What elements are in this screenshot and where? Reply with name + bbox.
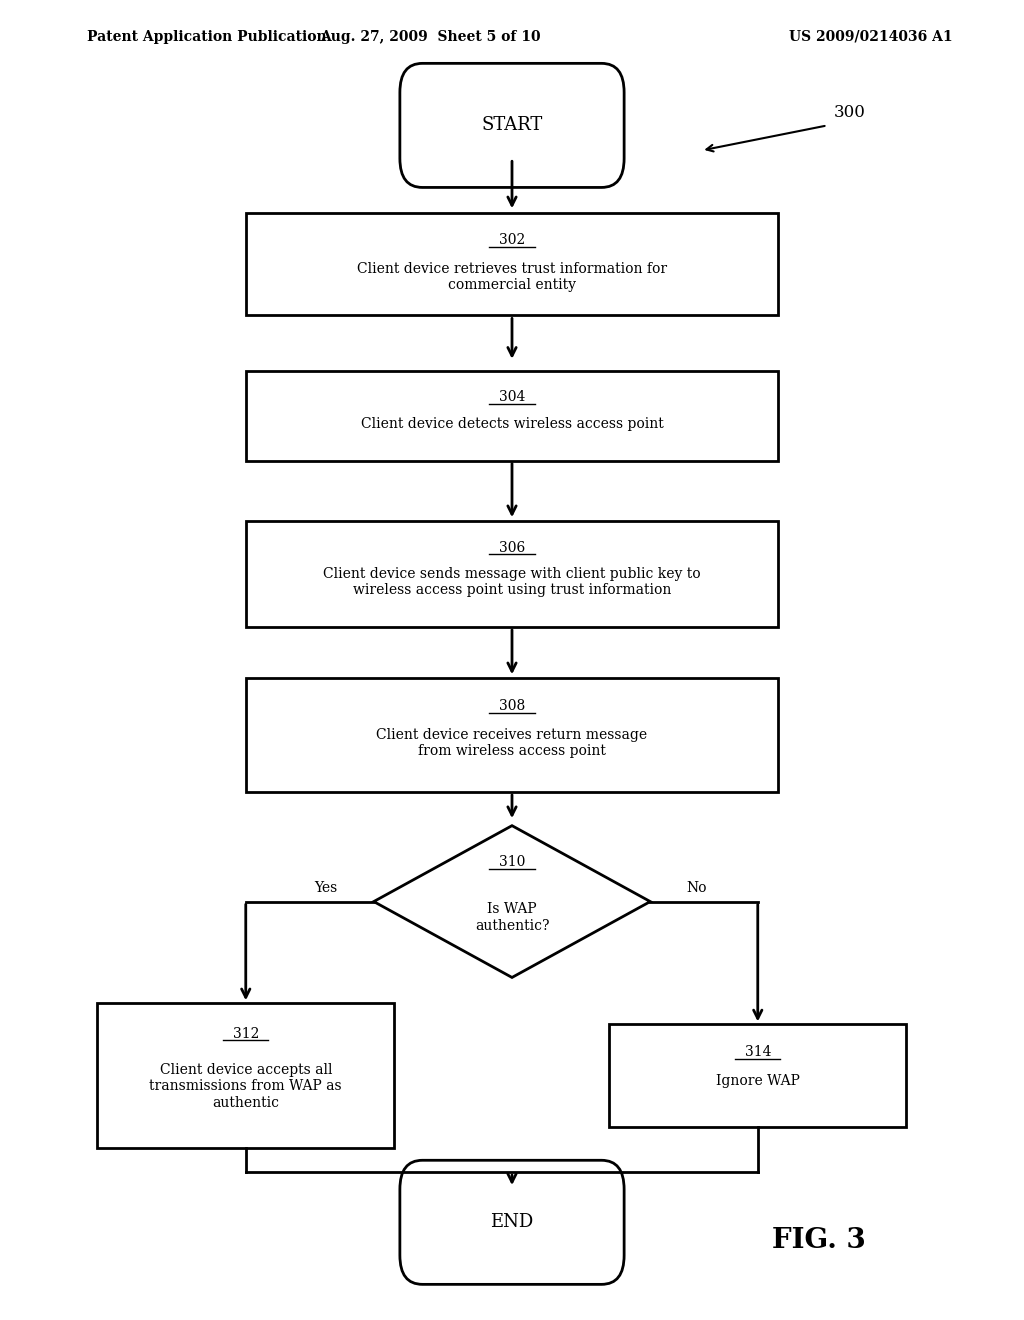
Text: No: No bbox=[686, 882, 707, 895]
Text: FIG. 3: FIG. 3 bbox=[772, 1228, 866, 1254]
Text: Patent Application Publication: Patent Application Publication bbox=[87, 30, 327, 44]
Text: 314: 314 bbox=[744, 1045, 771, 1059]
Polygon shape bbox=[374, 826, 650, 977]
Bar bbox=[609, 1024, 906, 1127]
Text: 310: 310 bbox=[499, 855, 525, 869]
Bar bbox=[246, 371, 778, 461]
Text: Client device retrieves trust information for
commercial entity: Client device retrieves trust informatio… bbox=[357, 263, 667, 292]
Text: END: END bbox=[490, 1213, 534, 1232]
FancyBboxPatch shape bbox=[399, 1160, 624, 1284]
Text: Client device accepts all
transmissions from WAP as
authentic: Client device accepts all transmissions … bbox=[150, 1063, 342, 1110]
Bar bbox=[246, 213, 778, 315]
Text: START: START bbox=[481, 116, 543, 135]
Text: 308: 308 bbox=[499, 700, 525, 713]
Bar bbox=[246, 521, 778, 627]
Text: Yes: Yes bbox=[314, 882, 338, 895]
Text: Client device sends message with client public key to
wireless access point usin: Client device sends message with client … bbox=[324, 568, 700, 597]
Text: 300: 300 bbox=[834, 104, 866, 120]
Bar bbox=[97, 1003, 394, 1148]
Text: 312: 312 bbox=[232, 1027, 259, 1040]
Text: Aug. 27, 2009  Sheet 5 of 10: Aug. 27, 2009 Sheet 5 of 10 bbox=[319, 30, 541, 44]
Bar bbox=[246, 678, 778, 792]
Text: 302: 302 bbox=[499, 234, 525, 247]
FancyBboxPatch shape bbox=[399, 63, 624, 187]
Text: US 2009/0214036 A1: US 2009/0214036 A1 bbox=[788, 30, 952, 44]
Text: Client device receives return message
from wireless access point: Client device receives return message fr… bbox=[377, 729, 647, 758]
Text: Is WAP
authentic?: Is WAP authentic? bbox=[475, 903, 549, 932]
Text: 304: 304 bbox=[499, 391, 525, 404]
Text: 306: 306 bbox=[499, 541, 525, 554]
Text: Ignore WAP: Ignore WAP bbox=[716, 1074, 800, 1088]
Text: Client device detects wireless access point: Client device detects wireless access po… bbox=[360, 417, 664, 430]
